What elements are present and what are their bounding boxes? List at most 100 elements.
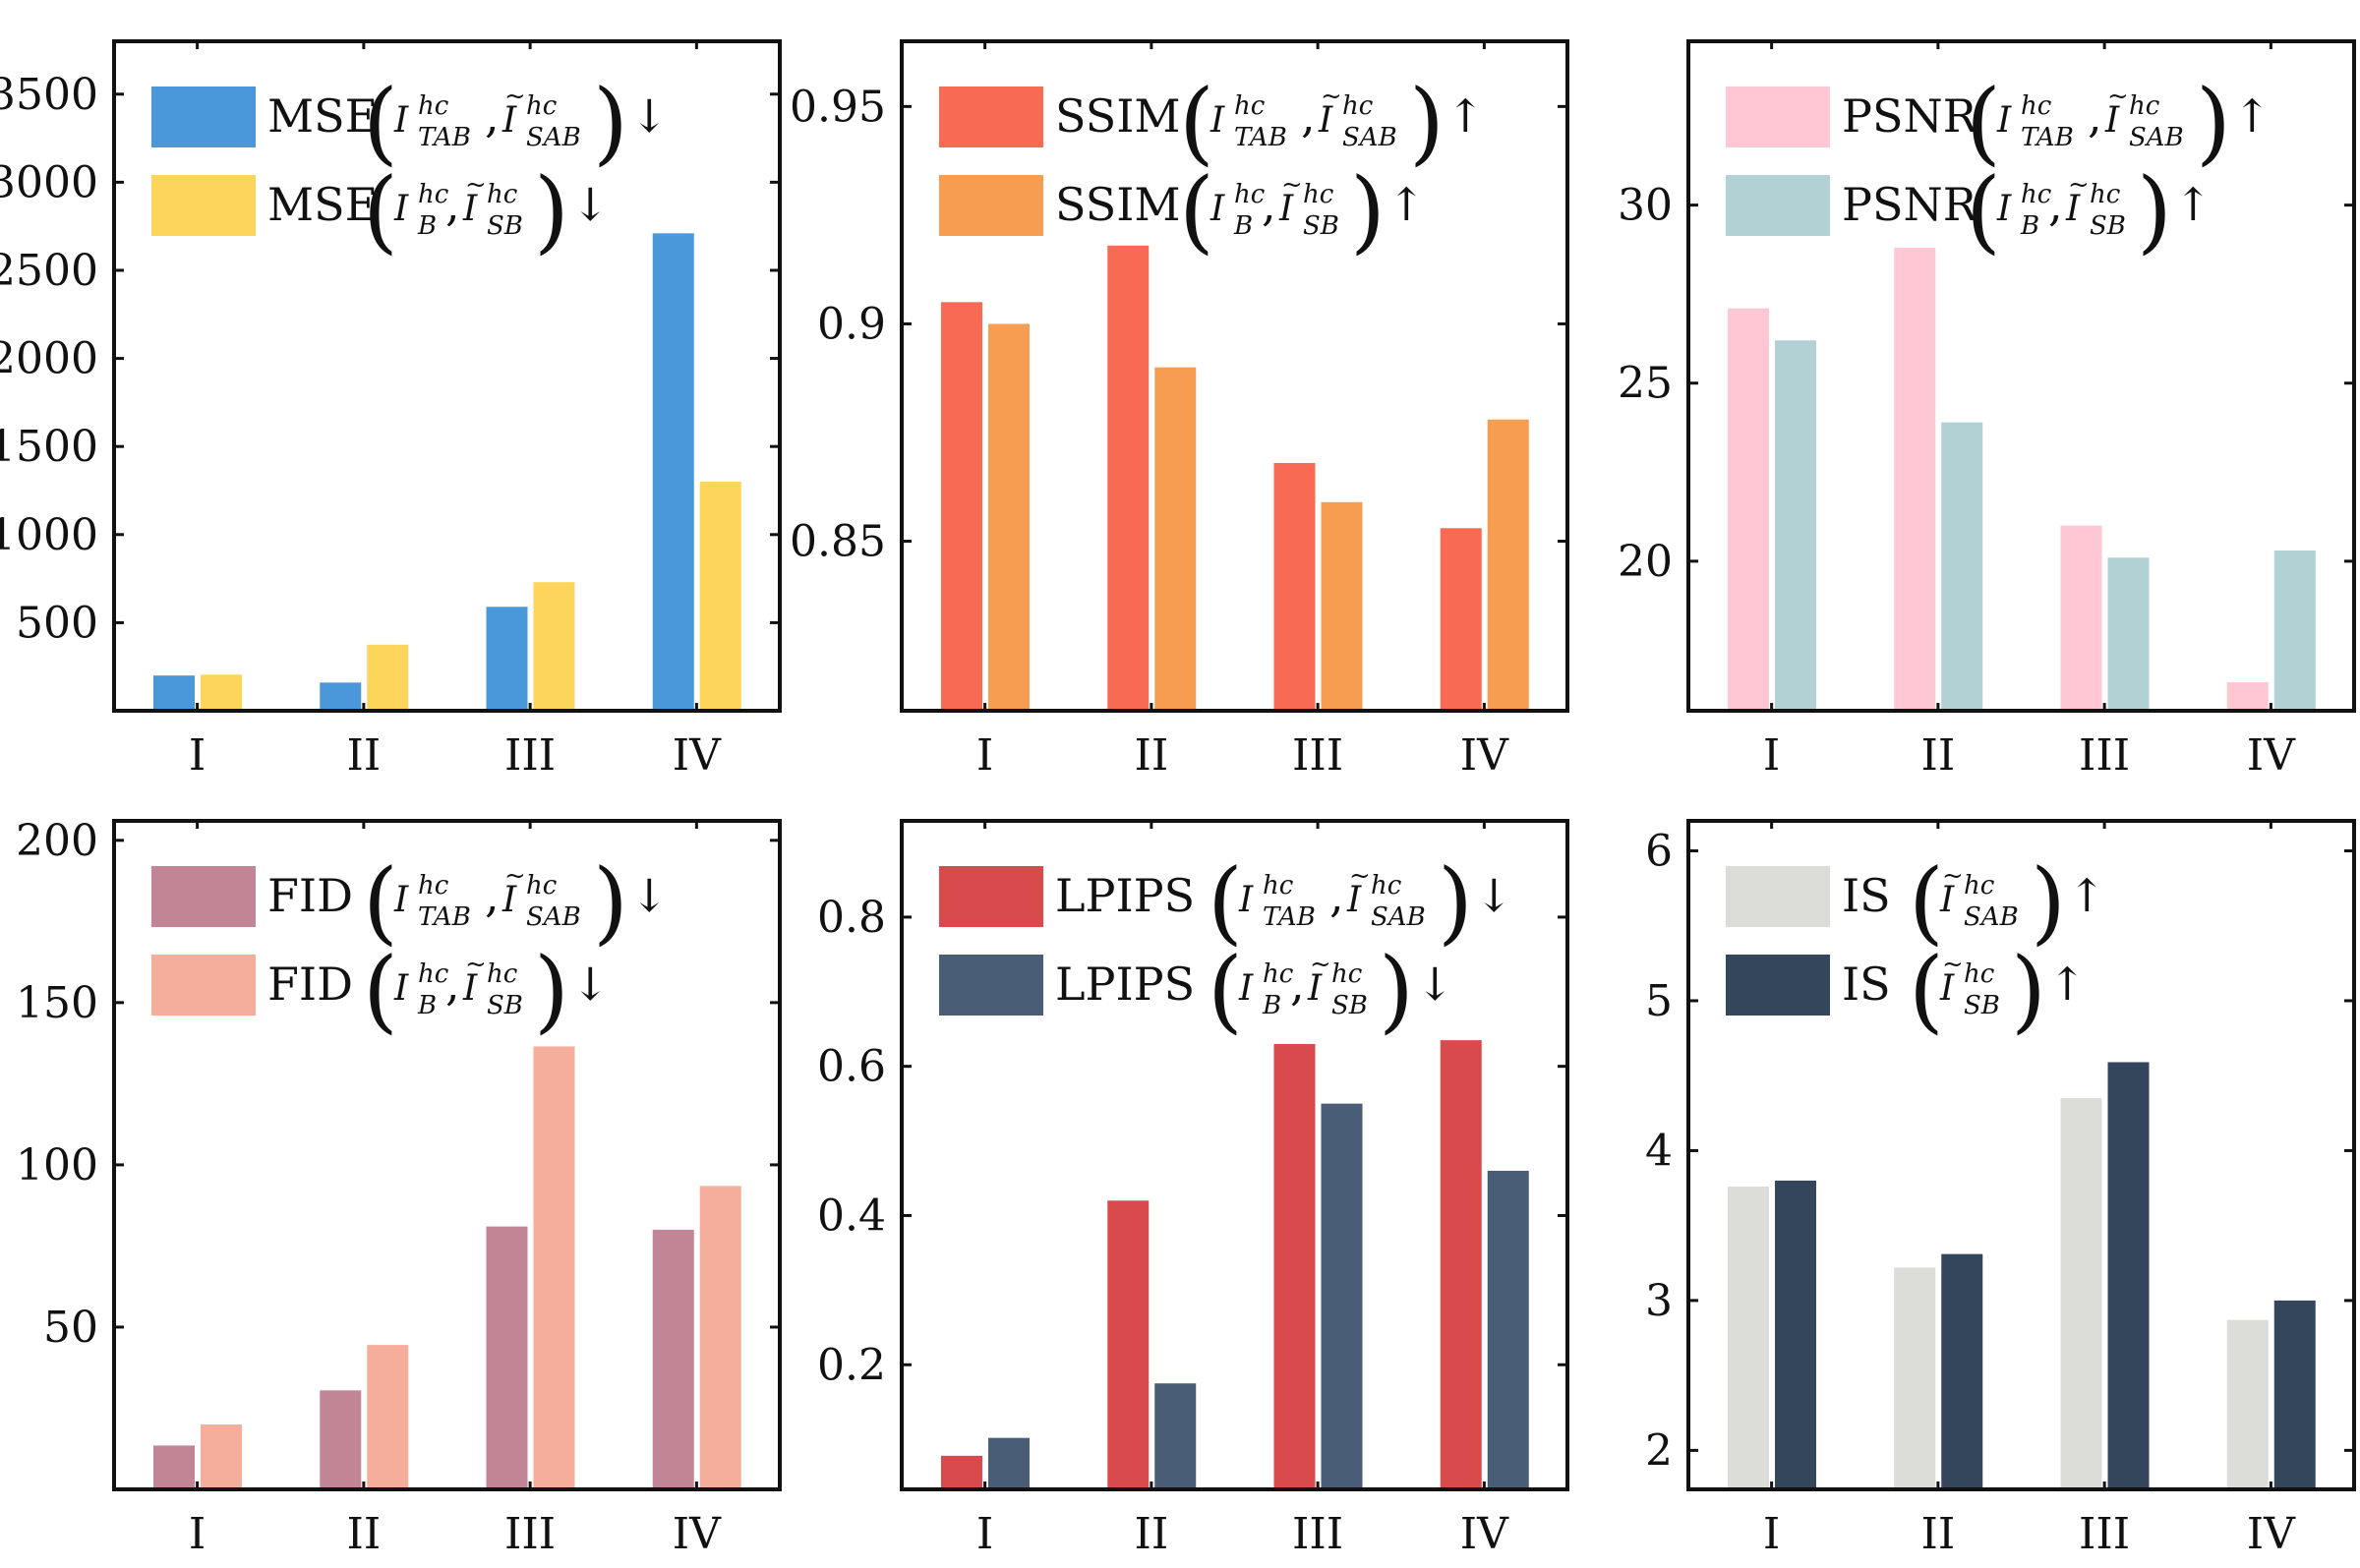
y-tick-label: 25 <box>1618 359 1673 409</box>
legend-subscript: SB <box>1964 991 2000 1020</box>
legend-paren-close: ) <box>1438 849 1473 955</box>
legend-metric: SSIM <box>1055 89 1181 143</box>
legend-comma: , <box>485 89 500 143</box>
legend-swatch <box>939 175 1043 236</box>
legend-metric: LPIPS <box>1055 869 1195 922</box>
x-tick-label: I <box>1763 1509 1780 1559</box>
legend-subscript: SAB <box>526 902 581 932</box>
legend-tilde: ~ <box>1942 950 1964 979</box>
bar-is-s2-IV <box>2273 1300 2316 1489</box>
legend-swatch <box>1726 955 1830 1016</box>
legend-subscript: TAB <box>1263 902 1316 932</box>
legend-paren-open: ( <box>1179 70 1214 175</box>
legend-swatch <box>939 955 1043 1016</box>
y-tick-label: 3500 <box>0 70 98 120</box>
legend-superscript: hc <box>526 91 558 121</box>
bar-mse-s1-I <box>153 675 195 711</box>
x-tick-label: IV <box>1460 1509 1509 1559</box>
legend-subscript: SB <box>487 991 523 1020</box>
legend-subscript: SAB <box>2129 123 2184 152</box>
legend-metric: MSE <box>267 178 378 231</box>
x-tick-label: II <box>1920 1509 1955 1559</box>
bar-fid-s1-II <box>320 1390 362 1489</box>
bar-ssim-s2-II <box>1154 367 1197 711</box>
x-tick-label: IV <box>673 730 722 781</box>
legend-tilde: ~ <box>504 861 526 891</box>
legend-symbol: I <box>502 880 517 920</box>
legend-swatch <box>1726 87 1830 147</box>
legend-superscript: hc <box>2021 180 2052 209</box>
bar-lpips-s2-IV <box>1487 1170 1529 1489</box>
legend-paren-close: ) <box>2137 158 2172 263</box>
bar-is-s1-IV <box>2226 1319 2269 1489</box>
legend-superscript: hc <box>2090 180 2121 209</box>
bar-mse-s1-III <box>486 607 528 711</box>
x-tick-label: IV <box>2247 730 2296 781</box>
legend-symbol: I <box>1307 968 1323 1009</box>
legend-subscript: B <box>1233 211 1253 241</box>
bar-mse-s2-IV <box>699 482 741 711</box>
bar-psnr-s1-III <box>2060 525 2102 711</box>
bar-is-s1-I <box>1728 1187 1769 1489</box>
y-tick-label: 50 <box>43 1303 98 1353</box>
y-tick-label: 0.2 <box>817 1340 886 1390</box>
y-tick-label: 2 <box>1645 1425 1673 1476</box>
legend-superscript: hc <box>526 871 558 900</box>
legend-paren-open: ( <box>363 158 398 263</box>
legend-superscript: hc <box>418 871 449 900</box>
bar-psnr-s2-III <box>2107 557 2150 711</box>
legend-subscript: TAB <box>418 902 471 932</box>
y-tick-label: 0.4 <box>817 1191 886 1241</box>
legend-paren-open: ( <box>363 70 398 175</box>
bar-ssim-s1-III <box>1273 462 1316 711</box>
legend-arrow: ↑ <box>2233 89 2272 143</box>
x-tick-label: II <box>346 1509 381 1559</box>
legend-paren-close: ) <box>534 158 569 263</box>
bar-lpips-s1-II <box>1107 1200 1150 1489</box>
legend-tilde: ~ <box>2068 170 2090 200</box>
legend-comma: , <box>485 869 500 922</box>
legend-paren-close: ) <box>2011 938 2046 1043</box>
legend-symbol: I <box>462 968 478 1009</box>
legend-subscript: SB <box>2090 211 2126 241</box>
bar-is-s2-II <box>1941 1253 1983 1489</box>
legend-swatch <box>151 866 256 927</box>
legend-metric: PSNR <box>1842 89 1978 143</box>
legend-superscript: hc <box>1234 180 1266 209</box>
bar-ssim-s1-IV <box>1440 528 1482 711</box>
legend-subscript: SAB <box>1371 902 1426 932</box>
x-tick-label: III <box>504 1509 556 1559</box>
x-tick-label: I <box>189 730 206 781</box>
bar-fid-s2-II <box>367 1345 409 1489</box>
legend-symbol: I <box>1318 100 1333 141</box>
y-tick-label: 3 <box>1645 1276 1673 1326</box>
legend-superscript: hc <box>1371 871 1402 900</box>
bar-fid-s1-I <box>153 1445 195 1489</box>
legend-metric: IS <box>1842 958 1891 1011</box>
legend-metric: PSNR <box>1842 178 1978 231</box>
x-tick-label: IV <box>2247 1509 2296 1559</box>
x-tick-label: III <box>2079 730 2130 781</box>
legend-arrow: ↓ <box>630 89 669 143</box>
bar-lpips-s1-I <box>941 1455 982 1489</box>
bar-psnr-s1-IV <box>2226 682 2269 711</box>
bar-lpips-s2-I <box>988 1437 1030 1489</box>
y-tick-label: 1000 <box>0 510 98 560</box>
legend-tilde: ~ <box>465 170 487 200</box>
bar-lpips-s1-III <box>1273 1043 1316 1489</box>
legend-superscript: hc <box>1303 180 1334 209</box>
legend-comma: , <box>1301 89 1316 143</box>
legend-superscript: hc <box>2129 91 2160 121</box>
axes-frame <box>1686 39 2356 713</box>
legend-paren-open: ( <box>1966 158 2001 263</box>
axes-frame <box>1686 819 2356 1491</box>
legend-tilde: ~ <box>1310 950 1331 979</box>
bar-ssim-s2-IV <box>1487 419 1529 711</box>
y-tick-label: 1500 <box>0 422 98 472</box>
x-tick-label: I <box>189 1509 206 1559</box>
